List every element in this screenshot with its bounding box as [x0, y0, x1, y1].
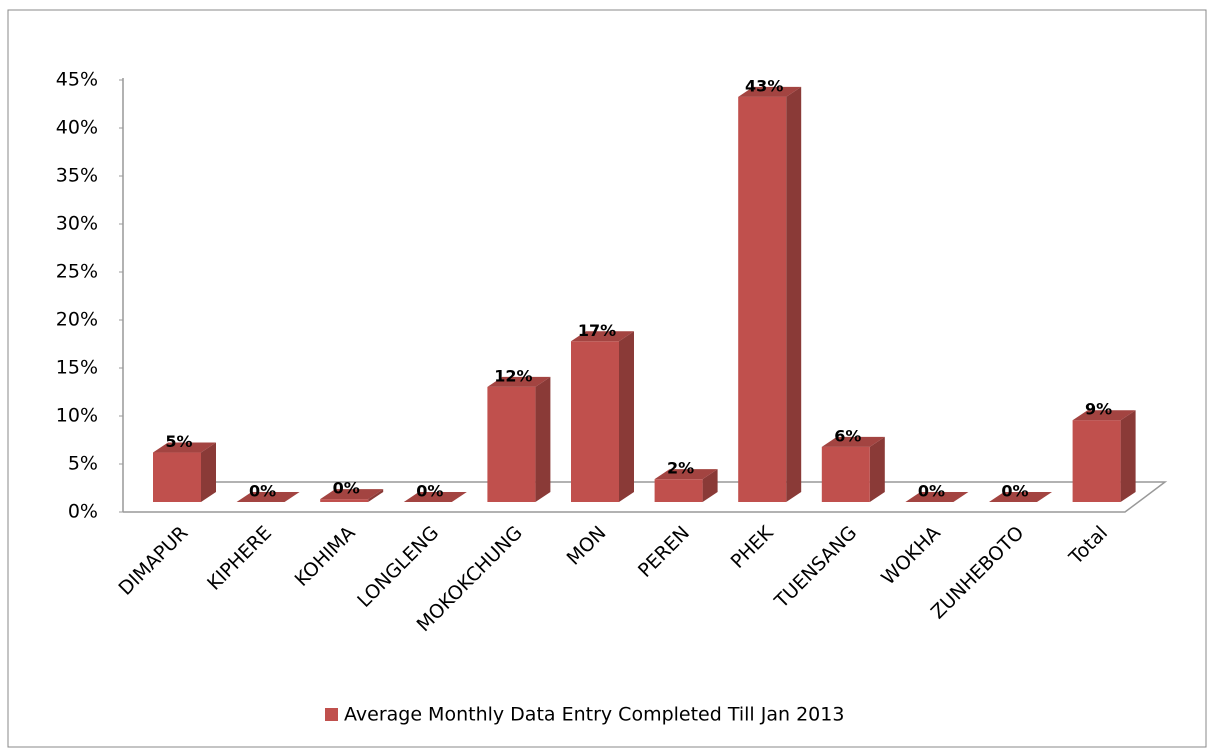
- bar-side: [702, 469, 718, 502]
- bar-top: [821, 436, 885, 447]
- y-tick-label: 30%: [56, 213, 98, 235]
- bar: [654, 479, 703, 502]
- bar-top: [403, 492, 467, 502]
- bar-top: [989, 492, 1052, 502]
- y-tick-label: 45%: [56, 69, 98, 91]
- bar-side: [619, 331, 634, 502]
- bar: [821, 446, 870, 502]
- bar-top: [905, 492, 969, 502]
- bar: [153, 452, 201, 502]
- value-label: 12%: [494, 366, 532, 385]
- bar-top: [654, 469, 718, 480]
- value-label: 43%: [745, 76, 783, 95]
- value-label: 9%: [1085, 400, 1112, 419]
- y-tick-label: 20%: [56, 309, 98, 331]
- bar-top: [738, 86, 802, 97]
- bar-top: [320, 489, 384, 500]
- value-label: 5%: [165, 432, 192, 451]
- legend-swatch: [325, 708, 338, 721]
- bar: [487, 386, 536, 502]
- bar-side: [1120, 410, 1136, 502]
- bar-top: [1072, 410, 1136, 421]
- value-label: 0%: [333, 479, 360, 498]
- y-tick-label: 15%: [56, 357, 98, 379]
- value-label: 17%: [578, 321, 616, 340]
- y-tick-label: 0%: [68, 501, 98, 523]
- value-label: 6%: [834, 426, 861, 445]
- bar-top: [571, 331, 634, 342]
- y-tick-label: 5%: [68, 453, 98, 475]
- bar: [738, 96, 787, 503]
- value-label: 0%: [918, 482, 945, 501]
- value-label: 2%: [667, 459, 694, 478]
- bar-side: [535, 376, 551, 502]
- bar-side: [869, 436, 885, 502]
- bar-side: [368, 489, 384, 502]
- legend-label: Average Monthly Data Entry Completed Til…: [344, 704, 844, 726]
- value-label: 0%: [416, 482, 443, 501]
- bar-side: [786, 86, 802, 503]
- bar-top: [487, 376, 551, 387]
- y-tick-label: 35%: [56, 165, 98, 187]
- value-label: 0%: [1001, 482, 1028, 501]
- bar-top: [236, 492, 300, 502]
- y-tick-label: 25%: [56, 261, 98, 283]
- y-tick-label: 40%: [56, 117, 98, 139]
- bar-top: [153, 442, 216, 453]
- bar: [320, 499, 369, 502]
- bar: [1072, 420, 1121, 502]
- y-tick-label: 10%: [56, 405, 98, 427]
- bar: [571, 341, 619, 502]
- bar-side: [201, 442, 216, 502]
- value-label: 0%: [249, 482, 276, 501]
